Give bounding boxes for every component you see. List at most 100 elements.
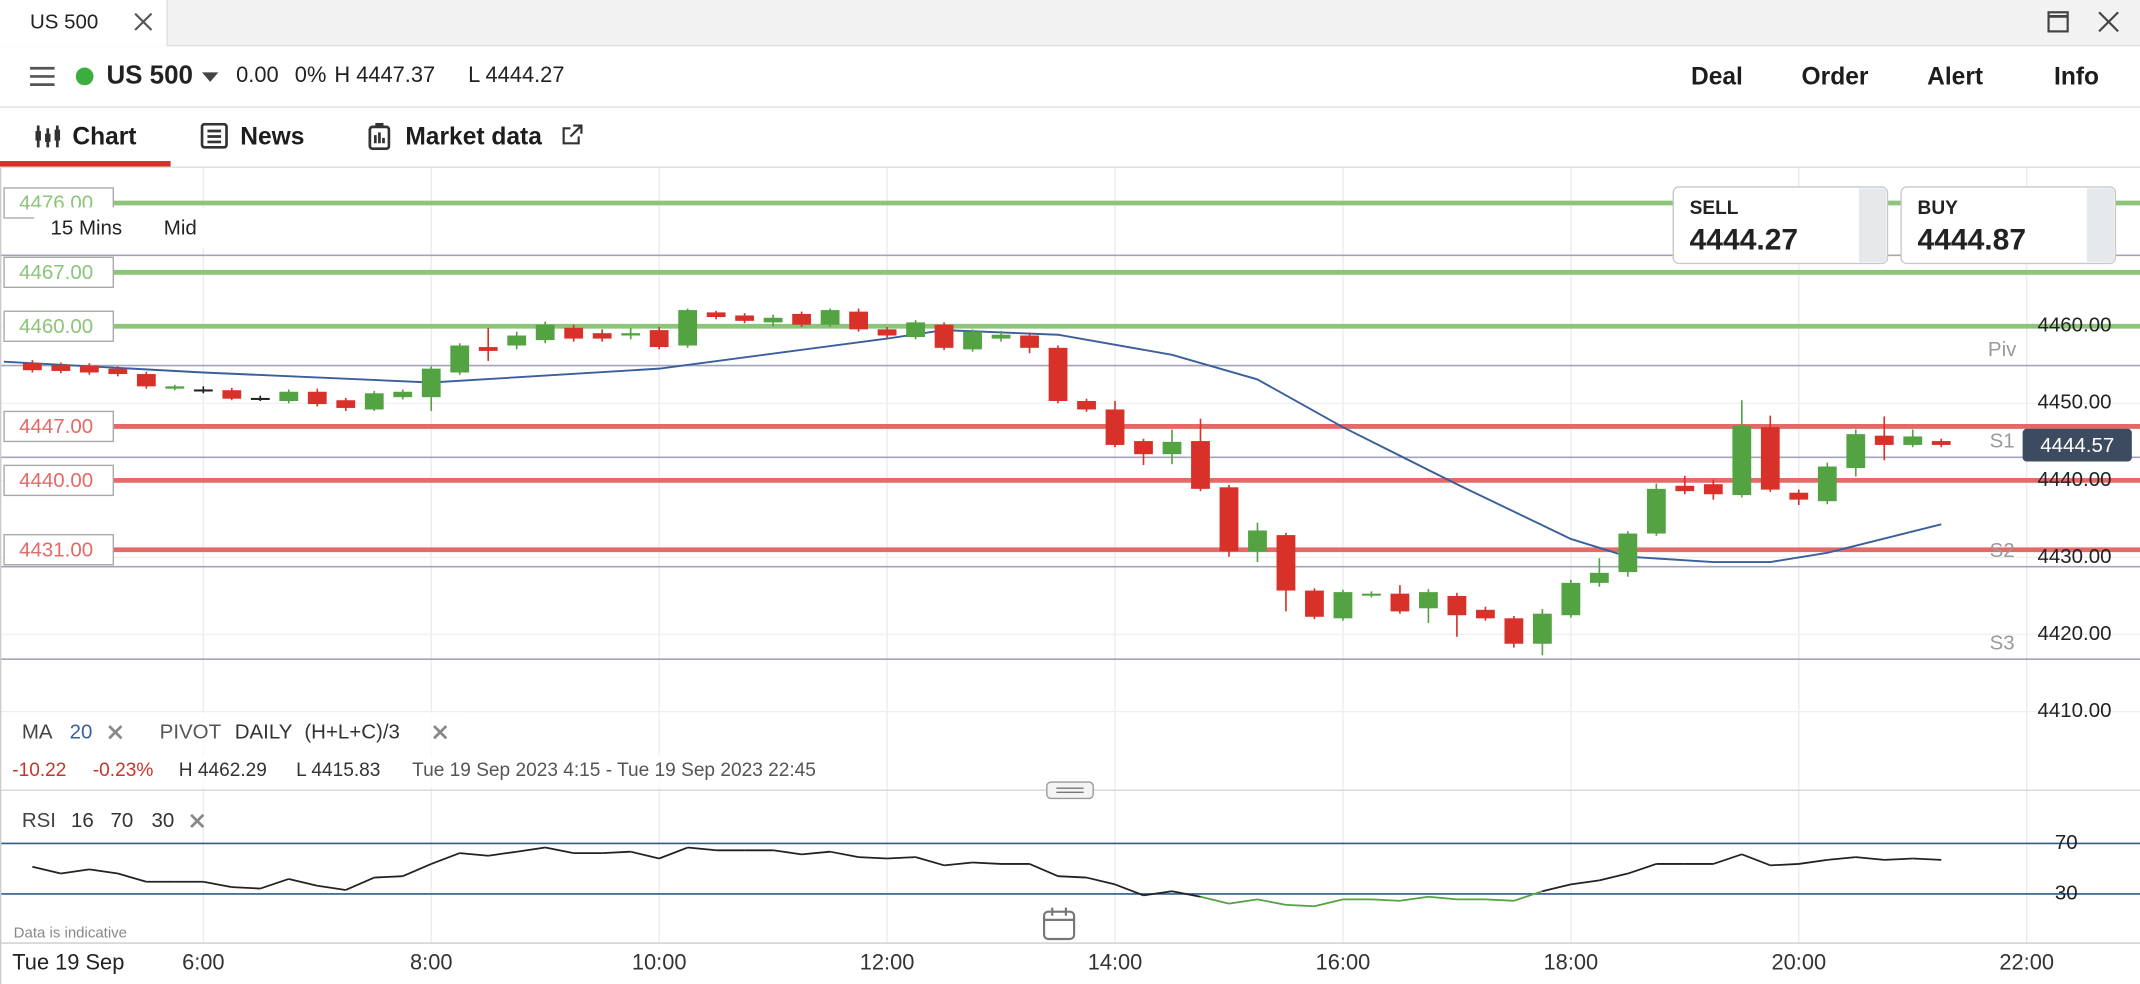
info-button[interactable]: Info: [2054, 62, 2100, 91]
window-tab[interactable]: [0, 0, 168, 47]
rsi-segment: [260, 878, 290, 890]
x-tick-label: 18:00: [1544, 949, 1599, 974]
window-bar: US 500: [0, 0, 2140, 47]
rsi-segment: [658, 846, 688, 860]
chart-tab-icon-body: [54, 129, 61, 141]
remove-ma[interactable]: [108, 725, 123, 740]
candle-body: [222, 390, 242, 399]
rsi-segment: [1285, 903, 1315, 908]
stats-change: -10.22: [12, 760, 66, 781]
rsi-segment: [459, 852, 489, 857]
pivot-period: DAILY: [235, 720, 293, 743]
moving-average: [3, 329, 1942, 564]
alert-button[interactable]: Alert: [1927, 62, 1984, 91]
rsi-segment: [1029, 863, 1059, 877]
rsi-segment: [89, 868, 118, 875]
rsi-segment: [288, 878, 318, 887]
view-tabs: Chart News Market data: [0, 107, 2140, 168]
sell-button[interactable]: SELL 4444.27: [1672, 186, 1889, 265]
rsi-segment: [687, 846, 717, 852]
menu[interactable]: [29, 66, 56, 88]
candle-body: [1077, 401, 1096, 410]
close-window[interactable]: [2098, 11, 2120, 33]
stats-change-pct: -0.23%: [93, 760, 154, 781]
candle-body: [1419, 592, 1438, 609]
candle-body: [250, 397, 270, 400]
candle-body: [364, 393, 384, 410]
candle-body: [1874, 435, 1894, 445]
level-label-box: [3, 534, 114, 566]
rsi-segment: [1627, 863, 1657, 875]
rsi-segment: [1513, 890, 1543, 902]
candle-body: [1817, 466, 1837, 502]
rsi-segment: [1371, 898, 1400, 902]
market-icon-frame: [368, 125, 391, 151]
maximize-icon: [2047, 11, 2069, 33]
x-tick-label: 8:00: [410, 949, 452, 974]
rsi-segment: [231, 886, 261, 890]
day-low: L 4444.27: [468, 64, 565, 88]
level-label: 4431.00: [19, 538, 93, 561]
remove-pivot[interactable]: [433, 725, 448, 740]
rsi-period: 16: [71, 809, 94, 832]
candle-body: [1333, 592, 1353, 619]
news-tab[interactable]: News: [240, 122, 305, 151]
candle-body: [706, 312, 726, 318]
candle-body: [51, 364, 71, 371]
rsi-segment: [516, 846, 546, 853]
market-data-tab-icon: [368, 122, 391, 151]
chart-tab-icon: [35, 125, 61, 148]
candle-body: [136, 374, 156, 387]
candle-body: [1134, 441, 1153, 455]
market-data-tab[interactable]: Market data: [405, 122, 542, 151]
day-high: H 4447.37: [334, 64, 436, 88]
price-type[interactable]: Mid: [164, 217, 197, 240]
order-button[interactable]: Order: [1801, 62, 1869, 91]
maximize[interactable]: [2047, 11, 2069, 33]
rsi-segment: [1228, 898, 1258, 905]
chart-tab[interactable]: Chart: [72, 122, 137, 151]
rsi-segment: [801, 850, 831, 856]
level-label: 4447.00: [19, 415, 93, 438]
pivot-label: S1: [1990, 430, 2015, 453]
candle-body: [592, 333, 612, 339]
market-status: [75, 67, 94, 86]
rsi-segment: [430, 852, 461, 865]
buy-box: [1900, 186, 2117, 265]
rsi-segment: [1485, 898, 1514, 902]
rsi-segment: [1086, 876, 1116, 886]
rsi-segment: [829, 850, 859, 858]
calendar-button[interactable]: [1042, 907, 1076, 941]
candle-body: [1732, 425, 1752, 496]
remove-rsi[interactable]: [190, 813, 205, 829]
candle-body: [934, 324, 954, 348]
candle-body: [79, 365, 99, 373]
stats-high: H 4462.29: [179, 760, 267, 781]
level-label-box: [3, 256, 114, 289]
chart-tab-icon-body: [35, 131, 41, 141]
instrument-name[interactable]: US 500: [106, 61, 193, 91]
deal-button[interactable]: Deal: [1690, 62, 1743, 91]
rsi-lower: 30: [151, 809, 174, 832]
instrument-dropdown[interactable]: [201, 71, 220, 85]
sell-label: SELL: [1690, 198, 1739, 219]
candle-body: [1276, 535, 1296, 591]
pane-resize-handle[interactable]: [1046, 781, 1094, 800]
candle-body: [108, 368, 128, 375]
candle-body: [564, 327, 584, 339]
candle-body: [421, 368, 441, 398]
timeframe[interactable]: 15 Mins: [50, 217, 122, 240]
candle-body: [1846, 434, 1866, 469]
chart-tab-icon-body: [45, 133, 51, 142]
rsi-segment: [1057, 875, 1087, 879]
x-tick-label: 12:00: [860, 949, 915, 974]
candle-body: [649, 330, 669, 348]
candle-body: [1048, 347, 1068, 402]
ma-period: 20: [70, 720, 93, 743]
buy-button[interactable]: BUY 4444.87: [1900, 186, 2117, 265]
rsi-segment: [1428, 895, 1457, 901]
stats-range: Tue 19 Sep 2023 4:15 - Tue 19 Sep 2023 2…: [412, 760, 816, 781]
close-tab[interactable]: [134, 12, 153, 31]
y-tick-label: 4440.00: [2037, 468, 2111, 491]
